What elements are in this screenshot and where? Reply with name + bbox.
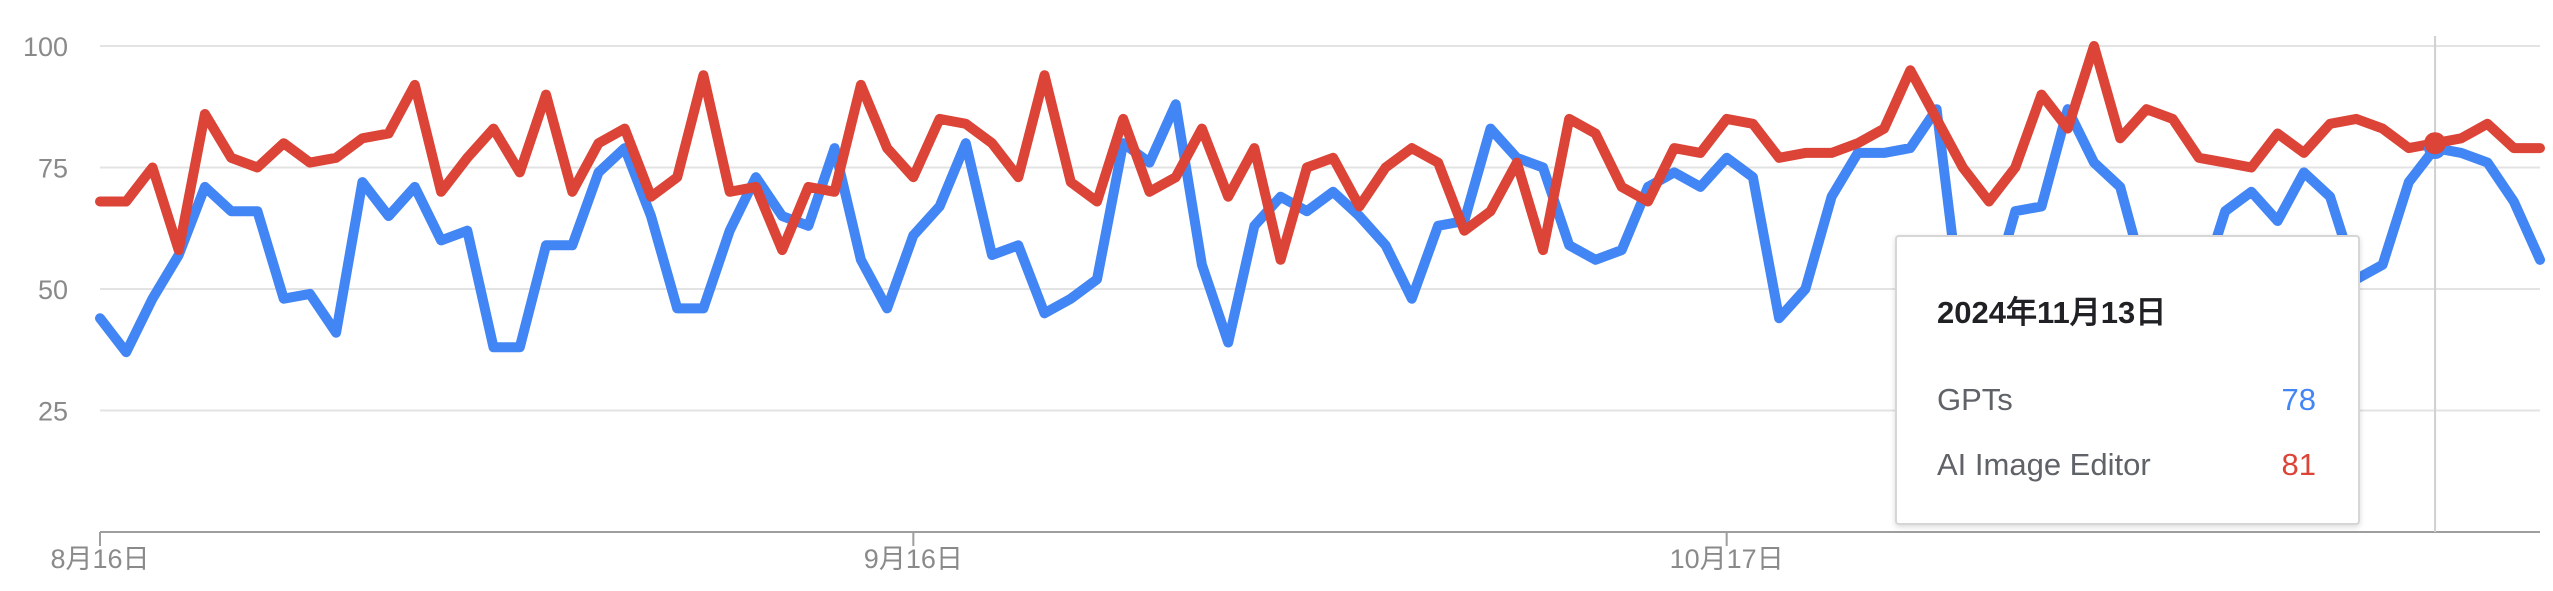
tooltip-series-name: AI Image Editor [1937, 447, 2151, 482]
x-tick-label: 8月16日 [50, 544, 149, 574]
y-tick-label: 25 [38, 397, 68, 427]
tooltip-row-ai-image-editor: AI Image Editor 81 [1937, 447, 2316, 487]
y-tick-label: 100 [23, 32, 68, 62]
series-line-ai-image-editor [95, 41, 2545, 265]
y-axis-ticks: 100 75 50 25 [23, 32, 68, 427]
y-tick-label: 50 [38, 275, 68, 305]
tooltip-row-gpts: GPTs 78 [1937, 382, 2316, 422]
tooltip-date: 2024年11月13日 [1937, 295, 2167, 330]
hover-point [2424, 132, 2447, 155]
tooltip-series-value: 78 [2281, 382, 2316, 417]
x-tick-label: 10月17日 [1670, 544, 1784, 574]
tooltip-series-value: 81 [2281, 447, 2316, 482]
hover-tooltip: 2024年11月13日 GPTs 78 AI Image Editor 81 [1895, 235, 2360, 525]
x-tick-label: 9月16日 [864, 544, 963, 574]
tooltip-series-name: GPTs [1937, 382, 2013, 417]
y-tick-label: 75 [38, 154, 68, 184]
hover-indicator [2424, 36, 2447, 532]
x-axis-ticks: 8月16日 9月16日 10月17日 [50, 532, 1784, 574]
